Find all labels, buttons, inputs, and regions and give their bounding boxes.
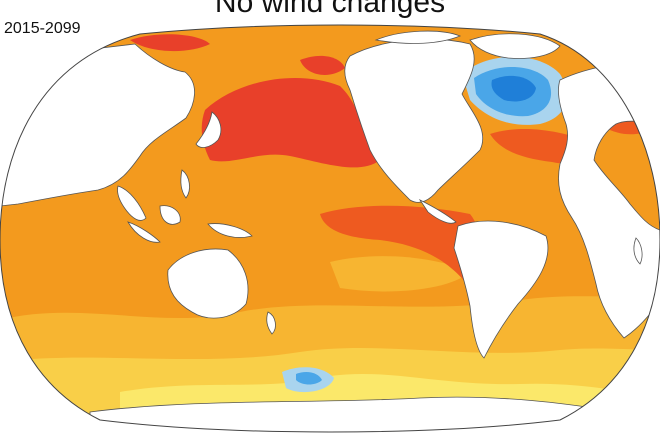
land-greenland	[469, 33, 561, 59]
map-title: No wind changes	[214, 0, 446, 19]
land	[0, 30, 660, 432]
arctic-hot-2	[300, 55, 345, 75]
land-arctic-islands	[374, 30, 462, 44]
land-japan	[195, 111, 222, 148]
land-north-america	[344, 38, 484, 203]
south-pacific-light-patch	[330, 256, 470, 292]
globe-outline	[0, 24, 660, 433]
land-sumatra	[127, 221, 161, 243]
land-madagascar	[633, 237, 643, 265]
arctic-hot	[130, 34, 210, 52]
southern-cold-core	[296, 372, 322, 385]
land-philippines	[180, 169, 190, 199]
land-new-guinea	[207, 223, 253, 238]
north-pacific-hot	[201, 78, 380, 168]
equatorial-pacific-hot	[320, 205, 480, 288]
land-southeast-asia	[117, 185, 147, 221]
land-central-america	[418, 198, 457, 224]
land-borneo	[159, 205, 181, 225]
land-new-zealand	[266, 311, 276, 335]
period-label: 2015-2099	[4, 20, 81, 37]
land-australia	[167, 248, 249, 319]
land-south-america	[453, 220, 549, 359]
north-atlantic-cold-core	[491, 75, 536, 102]
